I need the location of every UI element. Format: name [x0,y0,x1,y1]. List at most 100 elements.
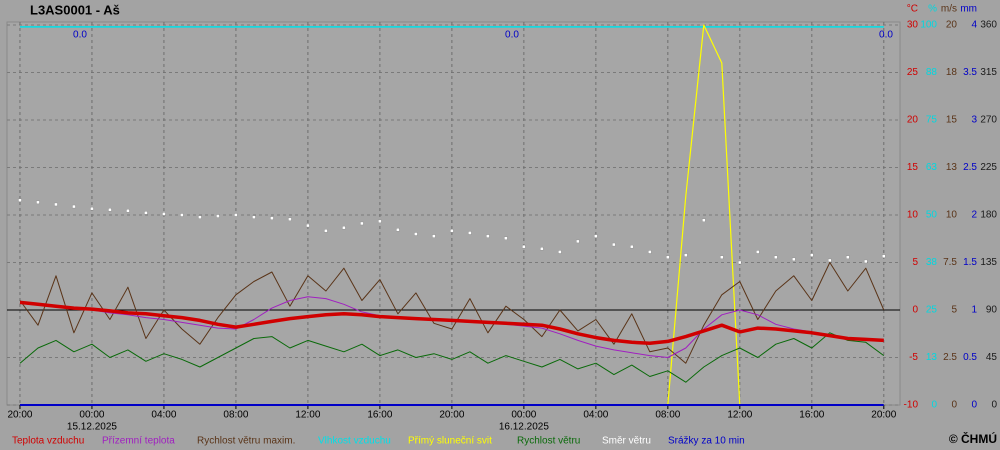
series-dot [594,234,598,238]
y-tick-label: 7.5 [943,257,957,268]
series-dot [846,255,850,259]
series-dot [828,258,832,263]
y-tick-label: 315 [980,67,997,78]
series-dot [144,211,148,215]
legend-entry: Vlhkost vzduchu [318,436,391,447]
x-tick-label: 00:00 [79,410,104,421]
y-tick-label: -10 [904,400,919,411]
chart-title: L3AS0001 - Aš [30,2,120,17]
y-tick-label: 5 [951,305,957,316]
series-dot [324,229,328,233]
series-dot [378,219,382,224]
y-tick-label: 5 [912,257,918,268]
series-dot [540,247,544,251]
legend-entry: Rychlost větru maxim. [197,436,295,447]
series-dot [702,218,706,222]
precip-total: 0.0 [879,30,893,41]
series-dot [522,244,526,249]
series-dot [270,216,274,220]
series-dot [252,215,256,219]
y-tick-label: 0 [912,305,918,316]
x-tick-label: 04:00 [583,410,608,421]
series-dot [54,202,58,207]
series-line [19,332,885,383]
series-dot [468,231,472,235]
series-dot [864,259,868,264]
y-tick-label: 180 [980,210,997,221]
series-line [19,300,884,346]
y-tick-label: 1 [971,305,977,316]
legend-entry: Srážky za 10 min [668,436,745,447]
y-tick-label: 10 [946,210,958,221]
series-dot [486,234,490,238]
x-tick-label: 20:00 [7,410,32,421]
y-tick-label: -5 [909,352,918,363]
x-tick-label: 12:00 [295,410,320,421]
axis-unit: °C [907,4,918,15]
y-tick-label: 225 [980,162,997,173]
y-tick-label: 135 [980,257,997,268]
y-tick-label: 1.5 [963,257,977,268]
y-tick-label: 20 [907,115,919,126]
series-dot [360,221,364,226]
y-tick-label: 25 [907,67,919,78]
series-dot [756,250,760,254]
series-dot [36,200,40,205]
series-dot [126,209,130,213]
y-tick-label: 13 [926,352,938,363]
series-line [19,262,885,364]
x-tick-label: 16:00 [367,410,392,421]
y-tick-label: 2 [971,210,977,221]
axis-unit: m/s [941,4,957,15]
precip-total: 0.0 [73,30,87,41]
series-dot [180,213,184,217]
y-tick-label: 4 [971,20,977,31]
y-tick-label: 3.5 [963,67,977,78]
series-dot [342,225,346,230]
legend-entry: Přízemní teplota [102,436,175,447]
date-label: 16.12.2025 [499,422,549,433]
y-tick-label: 50 [926,210,938,221]
series-dot [504,236,508,240]
y-tick-label: 25 [926,305,938,316]
series-dot [18,198,22,202]
y-tick-label: 75 [926,115,938,126]
date-label: 15.12.2025 [67,422,117,433]
series-dot [666,255,670,259]
series-dot [738,260,742,265]
series-dot [648,250,652,254]
legend-entry: Teplota vzduchu [12,436,84,447]
series-dot [72,204,76,209]
series-dot [558,250,562,254]
series-dot [288,217,292,221]
y-tick-label: 45 [986,352,998,363]
y-tick-label: 20 [946,20,958,31]
series-dot [414,232,418,236]
y-tick-label: 0 [971,400,977,411]
series-dot [90,206,94,211]
y-tick-label: 18 [946,67,958,78]
y-tick-label: 15 [907,162,919,173]
y-tick-label: 30 [907,20,919,31]
y-tick-label: 63 [926,162,938,173]
y-tick-label: 38 [926,257,938,268]
series-dot [720,255,724,259]
plot-area [6,21,901,406]
series-dot [198,215,202,219]
y-tick-label: 10 [907,210,919,221]
x-tick-label: 20:00 [871,410,896,421]
legend-entry: Rychlost větru [517,436,580,447]
y-tick-label: 90 [986,305,998,316]
x-tick-label: 20:00 [439,410,464,421]
series-dot [306,223,310,228]
series-dot [396,228,400,232]
y-tick-label: 0.5 [963,352,977,363]
y-tick-label: 0 [931,400,937,411]
precip-total: 0.0 [505,30,519,41]
series-dot [216,214,220,218]
series-dot [684,253,688,257]
x-tick-label: 08:00 [223,410,248,421]
y-tick-label: 3 [971,115,977,126]
